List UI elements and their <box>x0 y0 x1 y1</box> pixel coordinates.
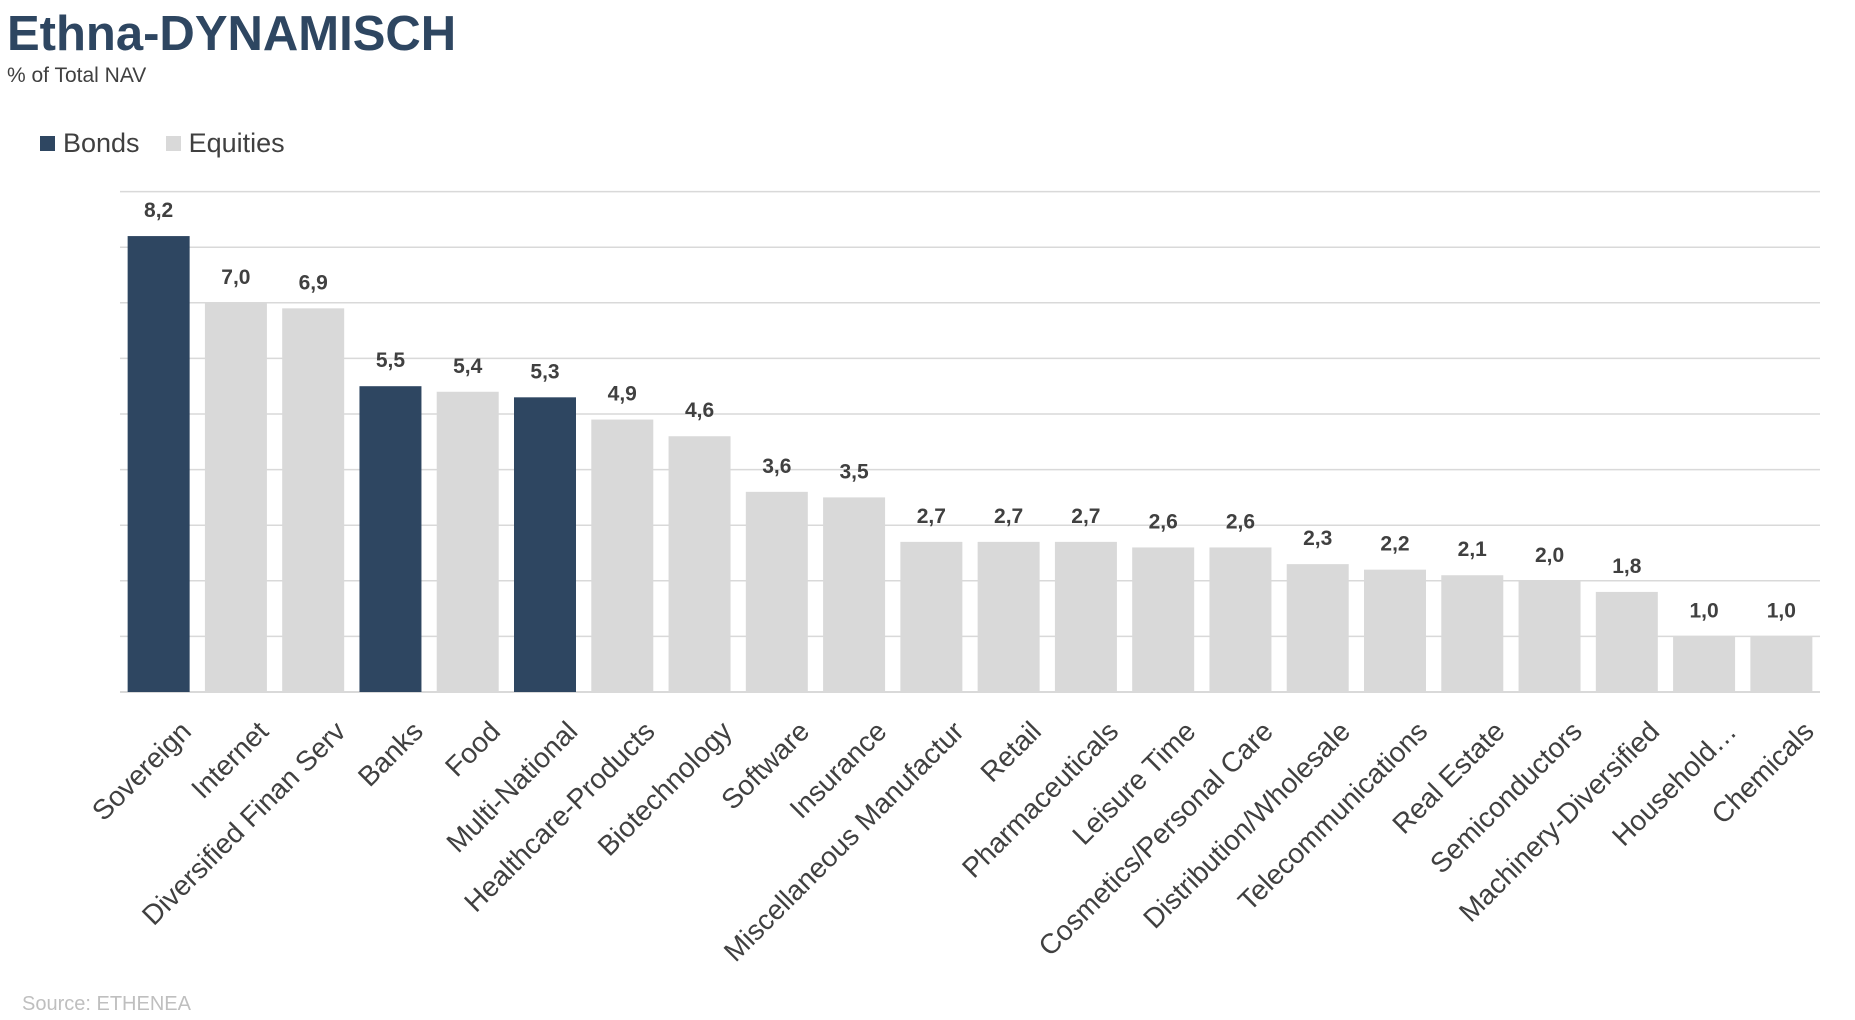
bar-value-label: 5,5 <box>376 349 406 372</box>
bar-value-label: 2,3 <box>1303 527 1332 550</box>
bar <box>1518 580 1581 692</box>
bar-value-label: 1,0 <box>1689 599 1718 622</box>
bar-value-label: 1,8 <box>1612 555 1642 578</box>
bar-value-label: 2,7 <box>1071 505 1100 528</box>
bar <box>1132 547 1195 692</box>
bar-value-label: 2,6 <box>1226 510 1255 533</box>
bar <box>204 302 267 692</box>
bar <box>359 386 422 692</box>
bar-value-label: 3,5 <box>839 460 869 483</box>
source-note: Source: ETHENEA <box>22 993 191 1015</box>
bar <box>977 541 1040 692</box>
bar-value-label: 4,6 <box>685 399 714 422</box>
category-label: Food <box>439 715 506 782</box>
legend-swatch-equities <box>165 136 181 151</box>
chart-title: Ethna-DYNAMISCH <box>7 7 457 61</box>
bar-value-label: 5,3 <box>530 360 559 383</box>
legend-item-equities: Equities <box>165 128 285 159</box>
bars <box>127 236 1813 692</box>
bar <box>1364 569 1426 692</box>
bar <box>1673 636 1736 692</box>
bar <box>514 397 576 692</box>
bar <box>1054 541 1117 692</box>
value-labels: 8,2 7,0 6,9 5,5 5,4 5,3 4,9 4,6 3,6 3,5 2,7 2,7 2,7 2… <box>144 199 1796 622</box>
category-label: Retail <box>974 715 1047 788</box>
legend-label-equities: Equities <box>188 128 285 158</box>
bar <box>1595 591 1658 692</box>
bar <box>127 236 190 692</box>
bar <box>1209 547 1272 692</box>
bar-value-label: 2,6 <box>1149 510 1178 533</box>
bar <box>1441 575 1504 692</box>
bar <box>900 541 963 692</box>
legend-swatch-bonds <box>40 136 55 151</box>
bar-value-label: 5,4 <box>453 355 483 378</box>
bar-value-label: 3,6 <box>762 455 791 478</box>
category-label: Sovereign <box>86 715 197 826</box>
bar-value-label: 2,7 <box>994 505 1023 528</box>
bar <box>668 436 731 692</box>
bar-value-label: 2,7 <box>917 505 946 528</box>
bar <box>436 391 499 692</box>
bar <box>1286 564 1349 692</box>
bar <box>282 308 345 692</box>
bar-value-label: 4,9 <box>608 383 637 406</box>
legend: Bonds Equities <box>40 128 285 159</box>
bar-value-label: 7,0 <box>221 266 250 289</box>
chart-subtitle: % of Total NAV <box>7 64 147 87</box>
legend-label-bonds: Bonds <box>63 128 140 158</box>
bar-value-label: 1,0 <box>1767 599 1796 622</box>
bar-value-label: 2,0 <box>1535 544 1564 567</box>
bar <box>823 497 886 692</box>
category-label: Banks <box>352 715 429 792</box>
legend-item-bonds: Bonds <box>40 128 140 159</box>
bar <box>1750 636 1813 692</box>
bar-value-label: 8,2 <box>144 199 173 222</box>
bar <box>591 419 654 692</box>
bar-value-label: 6,9 <box>299 271 328 294</box>
category-label: Biotechnology <box>592 715 738 861</box>
bar-value-label: 2,2 <box>1380 533 1409 556</box>
bar-value-label: 2,1 <box>1458 538 1488 561</box>
bar <box>745 491 808 692</box>
